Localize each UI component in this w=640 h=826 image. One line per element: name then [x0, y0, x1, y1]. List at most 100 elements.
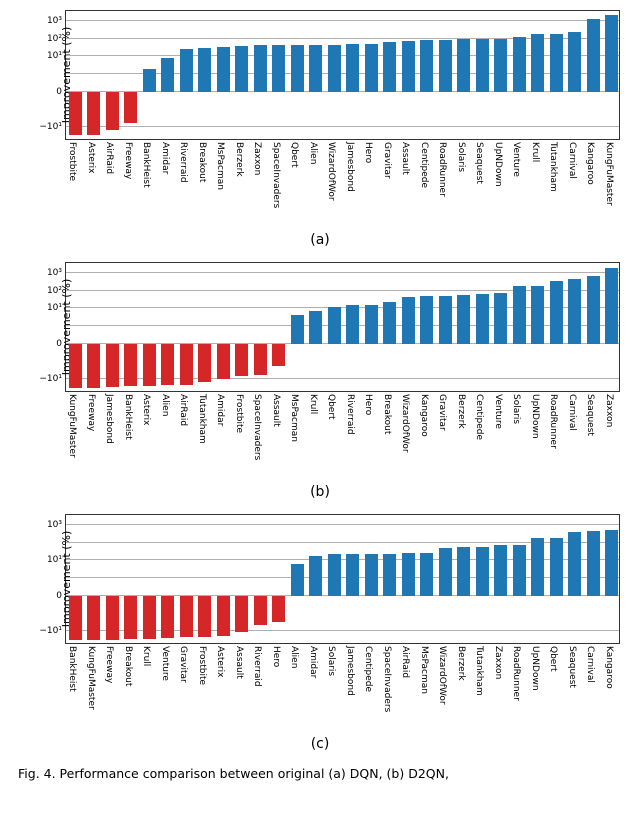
bar: [513, 37, 526, 91]
y-tick-label: −10¹: [39, 626, 66, 636]
y-tick-label: 10²: [47, 286, 66, 296]
bar: [420, 553, 433, 596]
x-tick-label: Jamesbond: [345, 646, 355, 696]
bar: [568, 32, 581, 92]
subplot: Improvement (%)10¹10²10³−10¹0KungFuMaste…: [10, 262, 630, 500]
bar: [531, 34, 544, 91]
bar: [605, 530, 618, 596]
x-tick-label: Alien: [308, 142, 318, 164]
bar: [513, 545, 526, 596]
bar: [568, 532, 581, 596]
plot-area: Improvement (%)10¹10²10³−10¹0: [65, 262, 620, 392]
bar: [457, 295, 470, 343]
x-tick-label: Riverraid: [252, 646, 262, 687]
bars-container: [66, 11, 619, 139]
x-tick-label: Qbert: [326, 394, 336, 420]
x-tick-label: Breakout: [123, 646, 133, 686]
bar: [143, 344, 156, 386]
figure-caption: Fig. 4. Performance comparison between o…: [10, 766, 630, 781]
bar: [235, 344, 248, 376]
x-tick-label: AirRaid: [104, 142, 114, 174]
x-tick-label: Hero: [271, 646, 281, 667]
bar: [439, 296, 452, 343]
x-tick-label: Centipede: [363, 646, 373, 692]
bar: [383, 554, 396, 596]
x-tick-label: AirRaid: [178, 394, 188, 426]
x-tick-label: Assault: [400, 142, 410, 175]
x-tick-label: Riverraid: [178, 142, 188, 183]
x-tick-label: Krull: [141, 646, 151, 666]
bar: [550, 281, 563, 343]
x-tick-label: AirRaid: [400, 646, 410, 678]
bar: [328, 45, 341, 92]
x-tick-label: RoadRunner: [548, 394, 558, 449]
x-tick-label: Assault: [234, 646, 244, 679]
x-tick-label: BankHeist: [123, 394, 133, 440]
x-tick-label: Solaris: [511, 394, 521, 424]
bar: [531, 286, 544, 344]
y-tick-label: 10³: [47, 16, 66, 26]
x-tick-label: Tutankham: [548, 142, 558, 192]
y-tick-label: 0: [56, 591, 66, 601]
bars-container: [66, 263, 619, 391]
bar: [235, 46, 248, 92]
x-tick-label: Asterix: [215, 646, 225, 677]
bar: [346, 554, 359, 596]
x-tick-label: Kangaroo: [585, 142, 595, 185]
bar: [291, 315, 304, 343]
bar: [309, 45, 322, 92]
x-tick-label: MsPacman: [289, 394, 299, 442]
bar: [161, 58, 174, 91]
bar: [605, 268, 618, 344]
x-tick-label: Alien: [289, 646, 299, 668]
x-tick-label: Zaxxon: [493, 646, 503, 679]
bar: [365, 44, 378, 91]
bar: [198, 344, 211, 382]
x-tick-label: Alien: [160, 394, 170, 416]
x-tick-label: Frostbite: [67, 142, 77, 181]
bar: [587, 19, 600, 92]
x-tick-label: Hero: [363, 394, 373, 415]
bar: [272, 344, 285, 367]
bar: [587, 276, 600, 344]
bar: [476, 547, 489, 596]
x-tick-label: Breakout: [197, 142, 207, 182]
bar: [346, 44, 359, 91]
bar: [568, 279, 581, 343]
bar: [494, 39, 507, 92]
x-tick-label: Berzerk: [234, 142, 244, 177]
subplot: Improvement (%)10¹10²10³−10¹0FrostbiteAs…: [10, 10, 630, 248]
bar: [69, 596, 82, 641]
bar: [328, 554, 341, 595]
x-tick-label: Qbert: [289, 142, 299, 168]
bar: [531, 538, 544, 595]
x-tick-label: Jamesbond: [104, 394, 114, 444]
bar: [124, 344, 137, 387]
x-tick-label: Venture: [160, 646, 170, 681]
x-tick-label: Assault: [271, 394, 281, 427]
x-tick-label: Seaquest: [567, 646, 577, 688]
bar: [439, 40, 452, 92]
bar: [217, 596, 230, 636]
bar: [106, 344, 119, 388]
bar: [457, 39, 470, 91]
x-tick-label: Freeway: [123, 142, 133, 179]
x-tick-label: Carnival: [567, 142, 577, 179]
x-tick-label: Carnival: [567, 394, 577, 431]
bar: [550, 34, 563, 92]
bar: [272, 45, 285, 91]
bar: [180, 596, 193, 638]
x-tick-label: Carnival: [585, 646, 595, 683]
x-tick-label: Asterix: [86, 142, 96, 173]
x-tick-label: UpNDown: [493, 142, 503, 187]
bar: [272, 596, 285, 622]
bar: [457, 547, 470, 595]
y-tick-label: 0: [56, 339, 66, 349]
y-tick-label: −10¹: [39, 374, 66, 384]
x-tick-label: Solaris: [326, 646, 336, 676]
x-tick-label: Centipede: [419, 142, 429, 188]
x-tick-label: Berzerk: [456, 394, 466, 429]
bar: [328, 307, 341, 344]
x-tick-label: Seaquest: [585, 394, 595, 436]
bar: [291, 564, 304, 595]
